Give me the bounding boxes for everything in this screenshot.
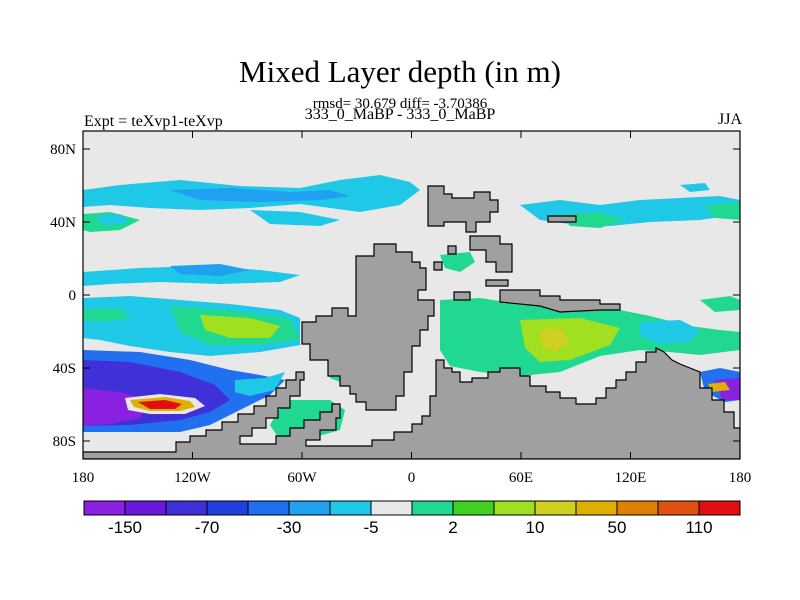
- colorbar-label: 2: [448, 518, 457, 537]
- colorbar-bin: [329, 500, 372, 516]
- y-tick-labels: 80N 40N 0 40S 80S: [50, 142, 76, 450]
- x-ticks: [82, 131, 741, 459]
- colorbar-label: 110: [685, 518, 712, 537]
- colorbar-bin: [493, 500, 536, 516]
- colorbar-bin: [165, 500, 208, 516]
- land-mid-island-a: [469, 235, 513, 273]
- land-southern-continent: [83, 347, 740, 459]
- colorbar-bin: [575, 500, 618, 516]
- land-mid-islet-a: [447, 245, 457, 255]
- land-tropic-islet-b: [453, 291, 471, 301]
- colorbar-bin: [698, 500, 741, 516]
- colorbar-bin: [206, 500, 249, 516]
- map-area: [83, 131, 740, 459]
- y-tick-label: 0: [69, 288, 77, 304]
- colorbar-label: -70: [195, 518, 220, 537]
- field-north-cyan-b: [95, 214, 130, 226]
- colorbar-bin: [616, 500, 659, 516]
- colorbar-bin: [657, 500, 700, 516]
- land-north-island: [547, 215, 577, 223]
- field-south-cyan-a: [235, 372, 285, 396]
- land-tropic-island-chain: [499, 289, 621, 313]
- colorbar: [83, 500, 741, 516]
- field-trop-blue-a: [170, 264, 250, 276]
- season-label: JJA: [717, 111, 742, 128]
- field-north-cyan-c: [250, 210, 340, 226]
- colorbar-bin: [247, 500, 290, 516]
- field-east-green-a: [700, 296, 740, 312]
- colorbar-label: -30: [277, 518, 302, 537]
- field-trop-cyan-a: [83, 266, 300, 286]
- field-north-blue-a: [170, 188, 350, 202]
- colorbar-label: 10: [526, 518, 545, 537]
- colorbar-label: 50: [608, 518, 627, 537]
- y-tick-label: 40S: [53, 361, 76, 377]
- y-tick-label: 80S: [53, 434, 76, 450]
- field-trop-yellowgreen-a: [200, 315, 280, 338]
- colorbar-bin: [83, 500, 126, 516]
- field-north-green-c: [705, 203, 740, 220]
- land-main-continent: [301, 243, 435, 411]
- y-tick-label: 40N: [50, 215, 76, 231]
- field-east-orange-a: [708, 382, 730, 392]
- case-line: 333_0_MaBP - 333_0_MaBP: [304, 106, 496, 123]
- x-tick-label: 180: [729, 470, 752, 486]
- land-masses: [83, 185, 740, 459]
- colorbar-bin: [411, 500, 454, 516]
- experiment-label: Expt = teXvp1-teXvp: [84, 113, 223, 130]
- plot-title: Mixed Layer depth (in m): [239, 54, 561, 89]
- x-tick-label: 180: [72, 470, 95, 486]
- x-tick-labels: 180 120W 60W 0 60E 120E 180: [72, 470, 752, 486]
- land-north-continent: [427, 185, 499, 233]
- x-tick-label: 0: [408, 470, 416, 486]
- stats-line: rmsd= 30.679 diff= -3.70386: [312, 96, 488, 112]
- field-south-red-a: [138, 400, 182, 409]
- x-tick-label: 120E: [615, 470, 647, 486]
- x-tick-label: 60E: [509, 470, 533, 486]
- land-tropic-islet-a: [485, 279, 509, 287]
- field-north-green-d: [440, 252, 475, 272]
- field-north-cyan-e: [680, 183, 710, 192]
- x-tick-label: 60W: [287, 470, 317, 486]
- y-ticks: [83, 148, 740, 442]
- land-mid-islet-b: [433, 261, 443, 271]
- colorbar-labels: -150 -70 -30 -5 2 10 50 110: [108, 518, 713, 537]
- colorbar-bin: [288, 500, 331, 516]
- colorbar-label: -150: [108, 518, 142, 537]
- field-indo-yellow-a: [540, 328, 570, 352]
- y-tick-label: 80N: [50, 142, 76, 158]
- colorbar-bin: [124, 500, 167, 516]
- colorbar-bin: [534, 500, 577, 516]
- field-indo-cyan-a: [640, 320, 700, 344]
- colorbar-bin: [452, 500, 495, 516]
- x-tick-label: 120W: [174, 470, 212, 486]
- colorbar-label: -5: [363, 518, 378, 537]
- colorbar-bin: [370, 500, 413, 516]
- field-trop-green-b: [83, 308, 130, 322]
